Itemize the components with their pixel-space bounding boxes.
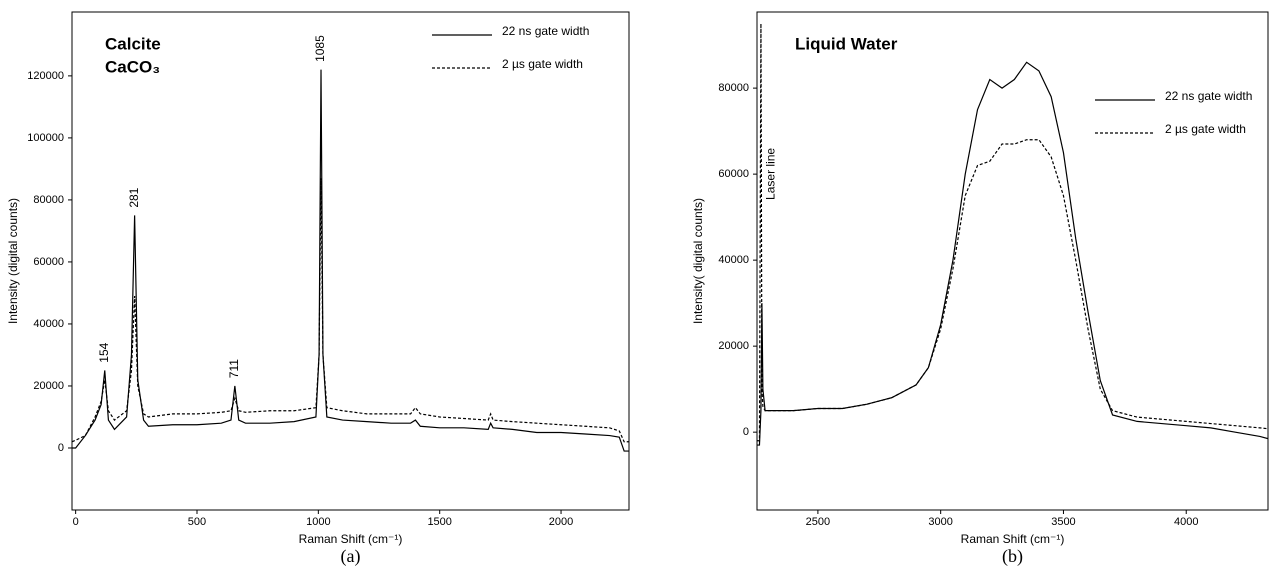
y-tick-label: 100000 <box>27 132 64 144</box>
x-axis-label: Raman Shift (cm⁻¹) <box>299 532 403 546</box>
x-tick-label: 1500 <box>427 516 451 528</box>
chart-subtitle: CaCO₃ <box>105 57 160 76</box>
chart-title: Calcite <box>105 34 161 53</box>
y-axis-label: Intensity (digital counts) <box>6 198 20 324</box>
chart-panel: 2500 3000 3500 400002000040000600008000022 … <box>691 11 1269 567</box>
annotation: 711 <box>227 359 241 378</box>
y-axis-label: Intensity( digital counts) <box>691 198 705 324</box>
x-axis-label: Raman Shift (cm⁻¹) <box>961 532 1065 546</box>
y-tick-label: 80000 <box>33 194 64 206</box>
y-tick-label: 0 <box>58 442 64 454</box>
y-tick-label: 20000 <box>33 380 64 392</box>
spectrum-line <box>757 61 1268 446</box>
x-tick-label: 500 <box>188 516 206 528</box>
y-tick-label: 120000 <box>27 70 64 82</box>
x-tick-label: 3000 <box>928 516 952 528</box>
annotation: 281 <box>127 187 141 207</box>
x-tick-label: 2500 <box>806 516 830 528</box>
annotation: 154 <box>97 342 111 362</box>
y-tick-label: 80000 <box>718 82 749 94</box>
y-tick-label: 60000 <box>718 168 749 180</box>
y-tick-label: 0 <box>743 426 749 438</box>
spectrum-line <box>72 69 629 452</box>
y-tick-label: 40000 <box>33 318 64 330</box>
annotation: 1085 <box>313 35 327 62</box>
x-tick-label: 1000 <box>306 516 330 528</box>
plot-frame <box>71 11 630 511</box>
caption: (b) <box>1002 546 1023 567</box>
x-tick-label: 2000 <box>549 516 573 528</box>
plot-frame <box>756 11 1269 511</box>
annotation: Laser line <box>763 148 777 200</box>
spectrum-line <box>72 178 629 443</box>
legend-label: 22 ns gate width <box>1165 89 1252 103</box>
caption: (a) <box>341 546 361 567</box>
x-tick-label: 3500 <box>1051 516 1075 528</box>
x-tick-label: 4000 <box>1174 516 1198 528</box>
chart-title: Liquid Water <box>795 34 898 53</box>
chart-panel: 0 500 1000 1500 2000020000400006000080000100… <box>6 11 630 567</box>
legend-label: 22 ns gate width <box>502 24 589 38</box>
x-tick-label: 0 <box>73 516 79 528</box>
spectrum-line <box>757 23 1268 442</box>
legend-label: 2 µs gate width <box>502 57 583 71</box>
y-tick-label: 40000 <box>718 254 749 266</box>
y-tick-label: 60000 <box>33 256 64 268</box>
legend-label: 2 µs gate width <box>1165 122 1246 136</box>
y-tick-label: 20000 <box>718 340 749 352</box>
